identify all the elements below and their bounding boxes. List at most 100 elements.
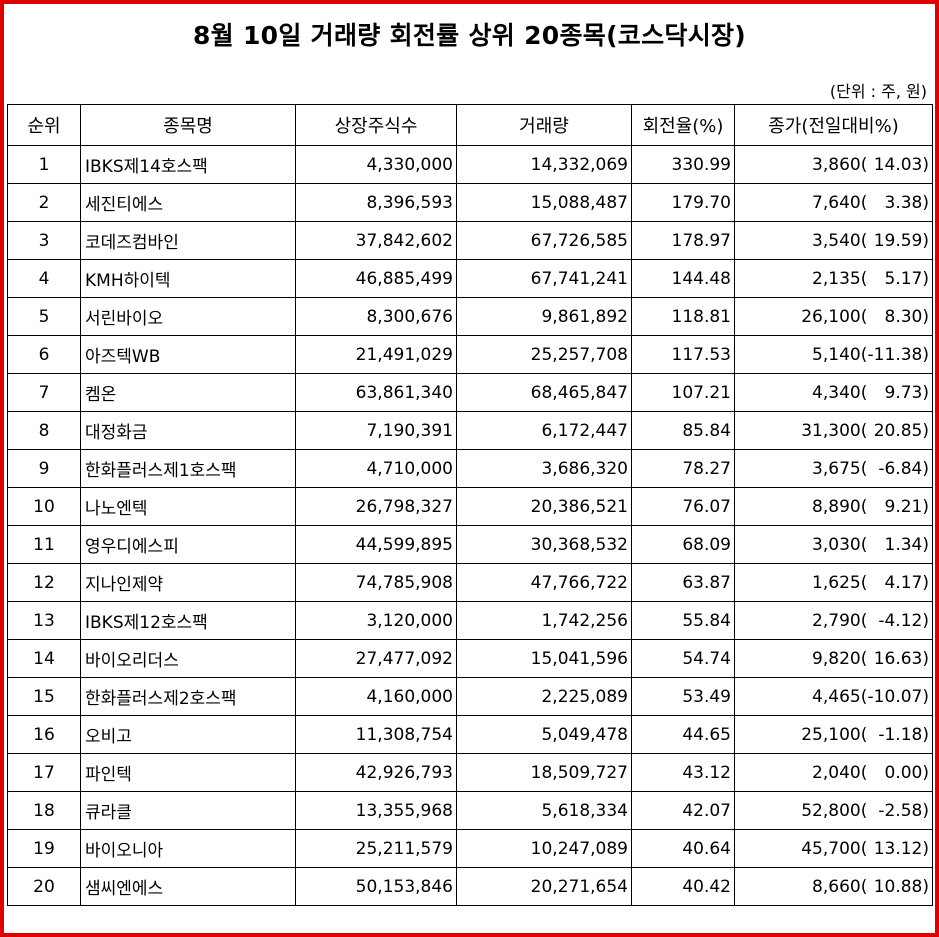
change-percent: -2.58 xyxy=(878,800,923,821)
turnover-cell: 76.07 xyxy=(631,487,735,526)
stock-name-cell: 대정화금 xyxy=(80,411,296,450)
rank-cell: 19 xyxy=(7,829,81,868)
table-row: 15 한화플러스제2호스팩 4,160,000 2,225,089 53.49 4,465… xyxy=(7,677,933,716)
listed-shares-cell: 4,160,000 xyxy=(295,677,457,716)
close-change-cell: 52,800(-2.58) xyxy=(734,791,933,830)
close-price: 3,540 xyxy=(812,230,861,251)
listed-shares-cell: 8,396,593 xyxy=(295,183,457,222)
stock-name-cell: 오비고 xyxy=(80,715,296,754)
open-paren: ( xyxy=(860,610,868,631)
open-paren: ( xyxy=(860,154,868,175)
open-paren: ( xyxy=(860,420,868,441)
close-price: 2,040 xyxy=(812,762,861,783)
close-paren: ) xyxy=(922,724,929,745)
open-paren: ( xyxy=(860,344,868,365)
header-close-change: 종가(전일대비%) xyxy=(734,104,933,146)
change-percent: -11.38 xyxy=(867,344,923,365)
stock-name-cell: 파인텍 xyxy=(80,753,296,792)
table-row: 11 영우디에스피 44,599,895 30,368,532 68.09 3,030(1… xyxy=(7,525,933,564)
open-paren: ( xyxy=(860,230,868,251)
change-percent: 14.03 xyxy=(873,154,923,175)
change-percent: 9.21 xyxy=(884,496,923,517)
ranking-table: 순위 종목명 상장주식수 거래량 회전율(%) 종가(전일대비%) 1 IBKS제… xyxy=(7,104,933,906)
listed-shares-cell: 63,861,340 xyxy=(295,373,457,412)
rank-cell: 9 xyxy=(7,449,81,488)
stock-name-cell: 지나인제약 xyxy=(80,563,296,602)
volume-cell: 10,247,089 xyxy=(456,829,632,868)
rank-cell: 16 xyxy=(7,715,81,754)
volume-cell: 20,386,521 xyxy=(456,487,632,526)
close-change-cell: 3,860(14.03) xyxy=(734,145,933,184)
rank-cell: 14 xyxy=(7,639,81,678)
listed-shares-cell: 11,308,754 xyxy=(295,715,457,754)
close-paren: ) xyxy=(922,610,929,631)
close-change-cell: 2,135(5.17) xyxy=(734,259,933,298)
turnover-cell: 42.07 xyxy=(631,791,735,830)
table-row: 7 켐온 63,861,340 68,465,847 107.21 4,340(9.73) xyxy=(7,373,933,412)
change-percent: 9.73 xyxy=(884,382,923,403)
stock-name-cell: IBKS제12호스팩 xyxy=(80,601,296,640)
listed-shares-cell: 26,798,327 xyxy=(295,487,457,526)
close-paren: ) xyxy=(922,230,929,251)
close-change-cell: 8,660(10.88) xyxy=(734,867,933,906)
listed-shares-cell: 3,120,000 xyxy=(295,601,457,640)
close-change-cell: 7,640(3.38) xyxy=(734,183,933,222)
listed-shares-cell: 25,211,579 xyxy=(295,829,457,868)
turnover-cell: 54.74 xyxy=(631,639,735,678)
rank-cell: 11 xyxy=(7,525,81,564)
listed-shares-cell: 27,477,092 xyxy=(295,639,457,678)
open-paren: ( xyxy=(860,382,868,403)
table-row: 2 세진티에스 8,396,593 15,088,487 179.70 7,640(3.3… xyxy=(7,183,933,222)
header-rank: 순위 xyxy=(7,104,81,146)
change-percent: 13.12 xyxy=(873,838,923,859)
open-paren: ( xyxy=(860,572,868,593)
volume-cell: 25,257,708 xyxy=(456,335,632,374)
close-price: 4,340 xyxy=(812,382,861,403)
stock-name-cell: 큐라클 xyxy=(80,791,296,830)
volume-cell: 30,368,532 xyxy=(456,525,632,564)
turnover-cell: 85.84 xyxy=(631,411,735,450)
close-price: 1,625 xyxy=(812,572,861,593)
stock-name-cell: 나노엔텍 xyxy=(80,487,296,526)
table-row: 4 KMH하이텍 46,885,499 67,741,241 144.48 2,135(5… xyxy=(7,259,933,298)
close-change-cell: 26,100(8.30) xyxy=(734,297,933,336)
close-price: 52,800 xyxy=(801,800,861,821)
volume-cell: 6,172,447 xyxy=(456,411,632,450)
rank-cell: 8 xyxy=(7,411,81,450)
close-change-cell: 3,540(19.59) xyxy=(734,221,933,260)
table-row: 10 나노엔텍 26,798,327 20,386,521 76.07 8,890(9.2… xyxy=(7,487,933,526)
rank-cell: 3 xyxy=(7,221,81,260)
close-price: 2,790 xyxy=(812,610,861,631)
rank-cell: 13 xyxy=(7,601,81,640)
table-row: 6 아즈텍WB 21,491,029 25,257,708 117.53 5,140(-1… xyxy=(7,335,933,374)
turnover-cell: 68.09 xyxy=(631,525,735,564)
table-row: 14 바이오리더스 27,477,092 15,041,596 54.74 9,820(1… xyxy=(7,639,933,678)
header-listed-shares: 상장주식수 xyxy=(295,104,457,146)
turnover-cell: 330.99 xyxy=(631,145,735,184)
stock-name-cell: 영우디에스피 xyxy=(80,525,296,564)
rank-cell: 7 xyxy=(7,373,81,412)
close-price: 45,700 xyxy=(801,838,861,859)
close-change-cell: 4,465(-10.07) xyxy=(734,677,933,716)
volume-cell: 67,741,241 xyxy=(456,259,632,298)
close-price: 2,135 xyxy=(812,268,861,289)
table-row: 3 코데즈컴바인 37,842,602 67,726,585 178.97 3,540(1… xyxy=(7,221,933,260)
stock-name-cell: 코데즈컴바인 xyxy=(80,221,296,260)
turnover-cell: 118.81 xyxy=(631,297,735,336)
volume-cell: 20,271,654 xyxy=(456,867,632,906)
open-paren: ( xyxy=(860,724,868,745)
rank-cell: 17 xyxy=(7,753,81,792)
close-price: 25,100 xyxy=(801,724,861,745)
turnover-cell: 107.21 xyxy=(631,373,735,412)
volume-cell: 5,049,478 xyxy=(456,715,632,754)
turnover-cell: 178.97 xyxy=(631,221,735,260)
stock-name-cell: KMH하이텍 xyxy=(80,259,296,298)
close-change-cell: 8,890(9.21) xyxy=(734,487,933,526)
stock-name-cell: IBKS제14호스팩 xyxy=(80,145,296,184)
header-volume: 거래량 xyxy=(456,104,632,146)
open-paren: ( xyxy=(860,838,868,859)
stock-name-cell: 한화플러스제2호스팩 xyxy=(80,677,296,716)
close-paren: ) xyxy=(922,496,929,517)
rank-cell: 5 xyxy=(7,297,81,336)
close-change-cell: 2,790(-4.12) xyxy=(734,601,933,640)
